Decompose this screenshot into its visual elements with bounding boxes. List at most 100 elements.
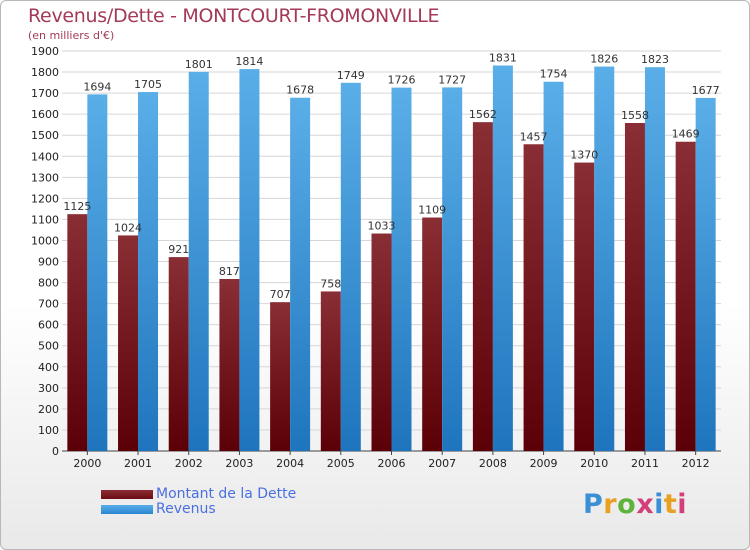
bar-revenue-2003 [239,69,260,452]
data-label-revenue-2009: 1754 [540,68,568,81]
x-tick-label-2010: 2010 [580,457,608,470]
data-label-debt-2012: 1469 [672,128,700,141]
data-label-revenue-2003: 1814 [235,55,263,68]
data-label-debt-2000: 1125 [63,200,91,213]
y-tick-label-500: 500 [38,340,59,353]
legend-swatch-revenue [101,505,153,514]
x-tick-label-2003: 2003 [225,457,253,470]
bar-revenue-2008 [492,65,513,452]
bar-revenue-2012 [695,97,716,452]
y-tick-label-400: 400 [38,361,59,374]
data-label-debt-2002: 921 [168,243,189,256]
bar-debt-2007 [422,217,443,451]
bar-revenue-2001 [138,92,159,451]
data-label-debt-2005: 758 [320,277,341,290]
brand-letter: t [663,489,678,520]
bar-revenue-2007 [442,87,463,451]
bar-revenue-2006 [391,87,412,451]
bar-debt-2009 [523,144,544,451]
bar-revenue-2005 [340,82,361,451]
bar-revenue-2000 [87,94,108,452]
x-tick-label-2011: 2011 [631,457,659,470]
data-label-debt-2003: 817 [219,265,240,278]
y-tick-label-900: 900 [38,256,59,269]
bar-debt-2002 [168,257,189,451]
y-tick-label-300: 300 [38,382,59,395]
x-tick-label-2002: 2002 [175,457,203,470]
data-label-debt-2007: 1109 [418,204,446,217]
data-label-revenue-2010: 1826 [590,53,618,66]
brand-letter: o [617,489,637,520]
bar-revenue-2011 [644,67,665,452]
brand-letter: r [603,489,618,520]
x-tick-label-2012: 2012 [682,457,710,470]
y-tick-label-1800: 1800 [31,66,59,79]
bar-revenue-2009 [543,81,564,451]
y-tick-label-1500: 1500 [31,129,59,142]
bar-revenue-2010 [594,66,615,451]
y-tick-label-200: 200 [38,403,59,416]
y-tick-label-1600: 1600 [31,108,59,121]
y-tick-label-800: 800 [38,277,59,290]
data-label-revenue-2004: 1678 [286,84,314,97]
y-tick-label-1400: 1400 [31,150,59,163]
legend-swatch-debt [101,490,153,499]
bar-debt-2005 [320,291,341,451]
data-label-debt-2008: 1562 [469,108,497,121]
brand-letter: i [677,489,688,520]
data-label-debt-2004: 707 [270,288,291,301]
brand-letter: i [654,489,664,520]
bar-debt-2000 [67,214,88,451]
y-tick-label-600: 600 [38,319,59,332]
x-tick-label-2004: 2004 [276,457,304,470]
x-tick-label-2006: 2006 [378,457,406,470]
bar-debt-2011 [624,123,645,451]
data-label-revenue-2005: 1749 [337,69,365,82]
data-label-debt-2001: 1024 [114,221,142,234]
x-tick-label-2009: 2009 [530,457,558,470]
x-tick-label-2005: 2005 [327,457,355,470]
bar-debt-2010 [574,162,595,451]
legend-label-revenue: Revenus [156,501,216,517]
bar-debt-2006 [371,233,392,451]
x-tick-label-2007: 2007 [428,457,456,470]
brand-letter: x [636,489,655,520]
brand-letter: P [583,489,604,520]
data-label-debt-2011: 1558 [621,109,649,122]
brand-logo: Proxiti [583,489,687,520]
y-tick-label-1200: 1200 [31,192,59,205]
x-tick-label-2001: 2001 [124,457,152,470]
data-label-revenue-2011: 1823 [641,53,669,66]
bar-revenue-2002 [188,71,209,451]
data-label-revenue-2001: 1705 [134,78,162,91]
data-label-revenue-2002: 1801 [185,58,213,71]
bar-debt-2003 [219,279,240,451]
y-tick-label-1700: 1700 [31,87,59,100]
chart-title: Revenus/Dette - MONTCOURT-FROMONVILLE [28,5,440,27]
data-label-debt-2010: 1370 [570,149,598,162]
data-label-revenue-2012: 1677 [692,84,720,97]
bar-revenue-2004 [290,97,311,451]
bar-debt-2012 [675,141,696,451]
x-tick-label-2000: 2000 [73,457,101,470]
y-tick-label-1300: 1300 [31,171,59,184]
data-label-debt-2006: 1033 [368,220,396,233]
bar-debt-2001 [118,235,139,451]
data-label-revenue-2006: 1726 [388,74,416,87]
data-label-revenue-2000: 1694 [83,80,111,93]
y-tick-label-1000: 1000 [31,234,59,247]
x-tick-label-2008: 2008 [479,457,507,470]
y-tick-label-1100: 1100 [31,213,59,226]
data-label-revenue-2007: 1727 [438,73,466,86]
y-tick-label-700: 700 [38,298,59,311]
data-label-debt-2009: 1457 [520,130,548,143]
y-tick-label-100: 100 [38,424,59,437]
legend-label-debt: Montant de la Dette [156,486,297,502]
y-tick-label-0: 0 [52,445,59,458]
data-label-revenue-2008: 1831 [489,52,517,65]
bar-debt-2008 [472,122,493,451]
y-tick-label-1900: 1900 [31,45,59,58]
bar-debt-2004 [270,302,291,451]
